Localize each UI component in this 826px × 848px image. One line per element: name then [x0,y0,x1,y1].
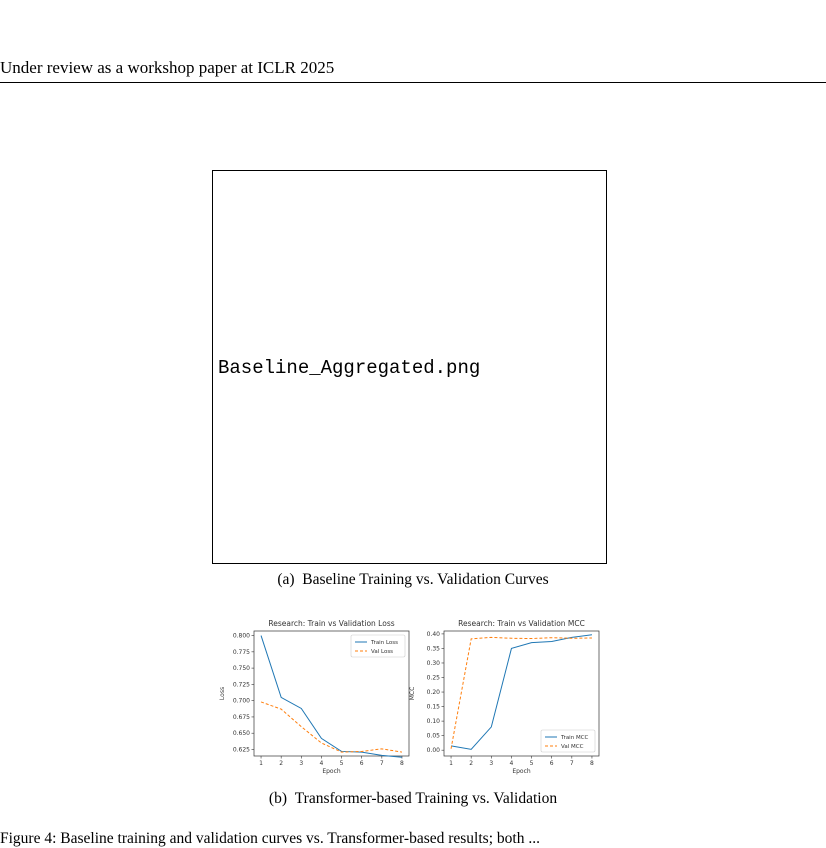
x-tick-label: 1 [259,760,263,767]
y-tick-label: 0.20 [427,689,441,696]
x-tick-label: 8 [590,760,594,767]
chart-title: Research: Train vs Validation Loss [268,619,394,628]
figure-caption-body: Figure 4: Baseline training and validati… [0,830,540,847]
legend-box [540,729,596,753]
x-axis-label: Epoch [512,768,531,775]
y-tick-label: 0.05 [427,733,441,740]
x-tick-label: 7 [380,760,384,767]
chart-title: Research: Train vs Validation MCC [458,619,585,628]
loss-chart: Research: Train vs Validation Loss 1 2 3 4 5 6… [219,619,410,775]
y-tick-label: 0.40 [427,631,441,638]
y-tick-label: 0.700 [233,698,250,705]
plot-frame [443,630,600,757]
y-tick-label: 0.00 [427,747,441,754]
x-tick-label: 3 [299,760,303,767]
y-tick-label: 0.775 [233,649,250,656]
x-tick-label: 1 [449,760,453,767]
y-axis-label: Loss [219,687,226,700]
y-tick-label: 0.35 [427,645,441,652]
y-tick-label: 0.650 [233,730,250,737]
legend-label: Val Loss [371,649,393,655]
missing-figure-placeholder: Baseline_Aggregated.png [212,170,607,564]
series-line-train-loss [260,635,402,758]
y-tick-label: 0.625 [233,746,250,753]
y-tick-label: 0.25 [427,675,441,682]
mcc-chart: Research: Train vs Validation MCC 1 2 3 4 5 6 7… [409,619,600,775]
x-tick-label: 8 [400,760,404,767]
series-line-train-mcc [450,634,593,750]
y-tick-label: 0.675 [233,714,250,721]
y-tick-label: 0.800 [233,633,250,640]
figure-a-caption: (a) Baseline Training vs. Validation Cur… [277,571,549,588]
y-tick-label: 0.725 [233,681,250,688]
y-tick-label: 0.15 [427,704,441,711]
y-tick-label: 0.750 [233,665,250,672]
y-axis-label: MCC [409,687,416,701]
legend-box [350,634,406,658]
running-header: Under review as a workshop paper at ICLR… [0,58,335,77]
y-tick-label: 0.30 [427,660,441,667]
header-rule [0,82,826,83]
x-tick-label: 2 [469,760,473,767]
x-tick-label: 3 [489,760,493,767]
x-tick-label: 6 [360,760,364,767]
x-tick-label: 6 [550,760,554,767]
x-tick-label: 7 [570,760,574,767]
legend-label: Train Loss [370,640,398,646]
x-tick-label: 5 [340,760,344,767]
figure-b-caption: (b) Transformer-based Training vs. Valid… [268,790,558,807]
y-tick-label: 0.10 [427,718,441,725]
x-tick-label: 4 [510,760,514,767]
legend-label: Val MCC [561,744,584,750]
x-tick-label: 5 [530,760,534,767]
legend-label: Train MCC [560,735,589,741]
placeholder-filename: Baseline_Aggregated.png [218,357,481,379]
x-axis-label: Epoch [322,768,341,775]
series-line-val-mcc [450,636,592,749]
series-line-val-loss [260,701,403,753]
x-tick-label: 2 [279,760,283,767]
x-tick-label: 4 [320,760,324,767]
plot-frame [253,630,410,757]
